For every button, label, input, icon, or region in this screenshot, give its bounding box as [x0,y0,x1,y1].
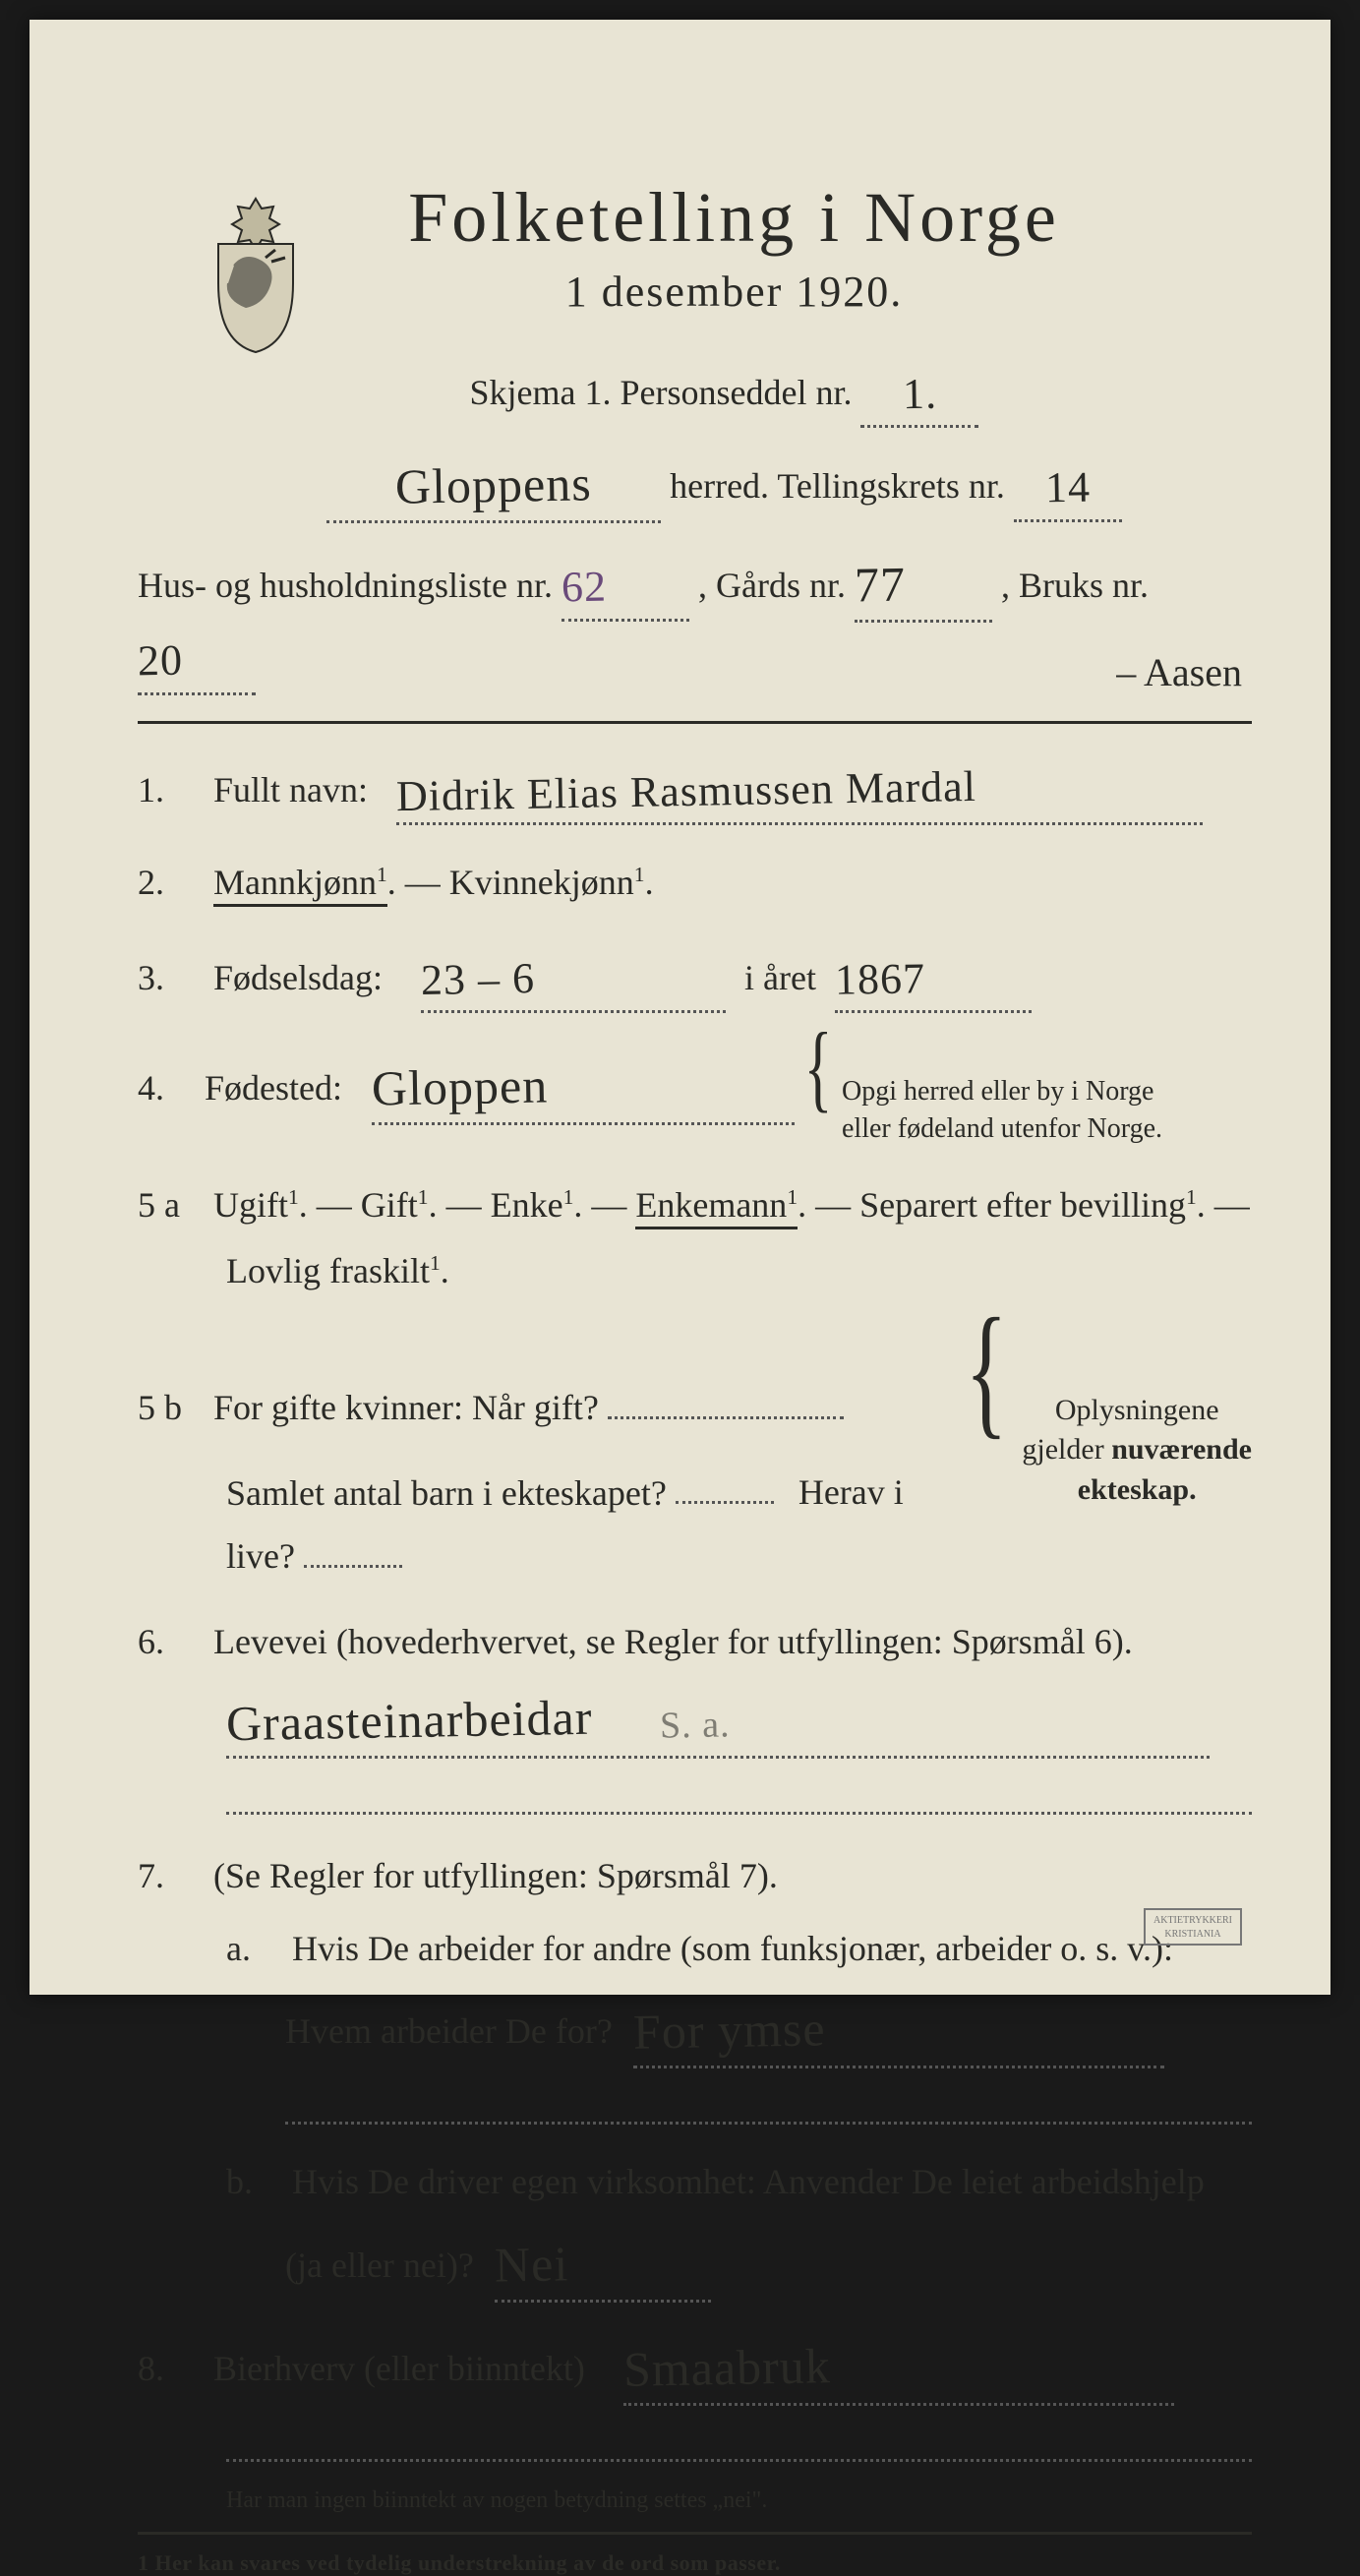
q2-row: 2. Mannkjønn1. — Kvinnekjønn1. [138,855,1252,912]
q7a-value: For ymse [632,1989,826,2070]
q4-value: Gloppen [371,1047,549,1128]
q3-label: Fødselsdag: [213,958,383,997]
q5a-separert: Separert efter bevilling1 [859,1185,1197,1225]
gards-nr: 77 [854,545,906,625]
q6-label: Levevei (hovederhvervet, se Regler for u… [213,1622,1133,1661]
q5b-row: 5 b For gifte kvinner: Når gift? Samlet … [138,1334,1252,1585]
divider [138,2532,1252,2535]
q7a-row: a. Hvis De arbeider for andre (som funks… [138,1921,1252,1978]
form-title: Folketelling i Norge [216,177,1252,259]
q6-value-row: Graasteinarbeidar S. a. [138,1677,1252,1759]
q1-num: 1. [138,762,187,819]
q7-row: 7. (Se Regler for utfyllingen: Spørsmål … [138,1848,1252,1905]
q4-sidenote: Opgi herred eller by i Norge eller fødel… [842,1073,1196,1148]
q6-num: 6. [138,1614,187,1671]
tellingskrets-nr: 14 [1044,453,1091,523]
gards-label: , Gårds nr. [698,566,846,605]
q5a-enke: Enke1 [491,1185,574,1225]
q6-blank-line [226,1812,1252,1815]
herred-value: Gloppens [395,445,593,526]
herred-label: herred. Tellingskrets nr. [670,466,1005,506]
q7b-value: Nei [494,2224,569,2304]
herred-line: Gloppens herred. Tellingskrets nr. 14 [197,442,1252,523]
schema-line: Skjema 1. Personseddel nr. 1. [197,356,1252,428]
q6-row: 6. Levevei (hovederhvervet, se Regler fo… [138,1614,1252,1671]
q7a-blank-line [285,2122,1252,2125]
q7-num: 7. [138,1848,187,1905]
q6-value: Graasteinarbeidar [225,1678,593,1763]
printer-stamp: AKTIETRYKKERIKRISTIANIA [1144,1908,1242,1946]
q5a-enkemann: Enkemann1 [635,1185,798,1229]
q7a-l2: Hvem arbeider De for? [285,2011,613,2051]
bruks-nr: 20 [137,627,183,696]
q7a-row2: Hvem arbeider De for? For ymse [138,1987,1252,2068]
q7a-l1: Hvis De arbeider for andre (som funksjon… [292,1929,1173,1968]
brace-icon: { [966,1334,1008,1408]
bruks-label: , Bruks nr. [1001,566,1149,605]
hushold-line: Hus- og husholdningsliste nr. 62 , Gårds… [138,541,1252,694]
hushold-nr: 62 [561,553,607,623]
q5b-l2a: Samlet antal barn i ekteskapet? [226,1472,667,1512]
q7b-row2: (ja eller nei)? Nei [138,2221,1252,2303]
q5a-gift: Gift1 [361,1185,429,1225]
q4-row: 4. Fødested: Gloppen { Opgi herred eller… [138,1043,1252,1148]
q2-num: 2. [138,855,187,912]
q1-value: Didrik Elias Rasmussen Mardal [395,752,976,832]
q1-row: 1. Fullt navn: Didrik Elias Rasmussen Ma… [138,753,1252,825]
q8-blank-line [226,2459,1252,2462]
census-form-page: Folketelling i Norge 1 desember 1920. Sk… [30,20,1330,1995]
form-header: Folketelling i Norge 1 desember 1920. [216,177,1252,317]
q7-label: (Se Regler for utfyllingen: Spørsmål 7). [213,1856,778,1895]
q4-num: 4. [138,1060,187,1117]
form-date: 1 desember 1920. [216,267,1252,317]
coat-of-arms-icon [197,187,315,354]
q7b-num: b. [226,2154,266,2211]
q8-row: 8. Bierhverv (eller biinntekt) Smaabruk [138,2324,1252,2406]
q5b-num: 5 b [138,1380,187,1437]
q6-suffix: S. a. [660,1695,732,1756]
q5a-row: 5 a Ugift1. — Gift1. — Enke1. — Enkemann… [138,1177,1252,1234]
q5b-sidenote: Oplysningenegjelder nuværendeekteskap. [1022,1391,1252,1511]
schema-label: Skjema 1. Personseddel nr. [470,373,853,412]
q1-label: Fullt navn: [213,770,368,809]
q5a-ugift: Ugift1 [213,1185,299,1225]
q3-num: 3. [138,950,187,1007]
q5a-row2: Lovlig fraskilt1. [138,1243,1252,1300]
q7b-l1: Hvis De driver egen virksomhet: Anvender… [292,2162,1205,2201]
q3-year: 1867 [834,944,925,1015]
q7b-l2: (ja eller nei)? [285,2246,474,2285]
q7b-row: b. Hvis De driver egen virksomhet: Anven… [138,2154,1252,2211]
q8-label: Bierhverv (eller biinntekt) [213,2349,585,2388]
q8-num: 8. [138,2341,187,2398]
hushold-label: Hus- og husholdningsliste nr. [138,566,553,605]
divider [138,721,1252,724]
q5b-l1a: For gifte kvinner: Når gift? [213,1388,599,1427]
personseddel-nr: 1. [902,360,937,430]
brace-icon: { [804,1043,833,1092]
q3-mid: i året [744,958,816,997]
q8-value: Smaabruk [622,2326,831,2409]
q5a-num: 5 a [138,1177,187,1234]
q1-margin-note: – Aasen [1116,649,1242,695]
q3-row: 3. Fødselsdag: 23 – 6 i året 1867 [138,941,1252,1013]
q5a-lovlig: Lovlig fraskilt1 [226,1251,441,1290]
q2-mann: Mannkjønn1 [213,863,387,907]
q2-kvinne: Kvinnekjønn1 [449,863,645,902]
q4-label: Fødested: [205,1060,342,1117]
footnote-1: Har man ingen biinntekt av nogen betydni… [138,2487,1252,2514]
q7a-num: a. [226,1921,266,1978]
q3-day: 23 – 6 [420,944,535,1015]
footnote-2: 1 Her kan svares ved tydelig understrekn… [138,2550,1252,2576]
